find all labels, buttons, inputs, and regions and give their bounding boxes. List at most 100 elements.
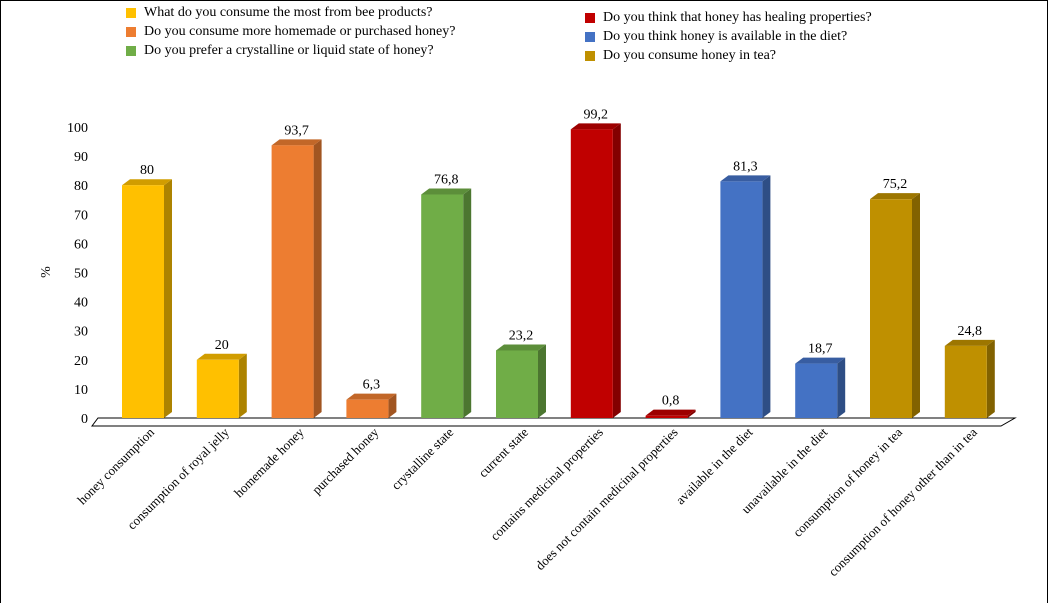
bar-side [687,409,696,418]
value-label: 6,3 [363,378,381,393]
bar [122,179,172,418]
bar-side [986,339,995,418]
bar-front [570,129,613,418]
x-tick-label: crystalline state [388,424,456,492]
bar-front [870,199,912,418]
value-label: 81,3 [733,159,758,174]
y-tick-label: 100 [67,121,88,136]
bar [720,175,771,418]
x-tick-label: does not contain medicinal properties [532,425,680,573]
y-tick-label: 70 [74,208,88,223]
legend-label: Do you consume more homemade or purchase… [144,24,456,39]
y-tick-label: 90 [74,150,88,165]
legend-label: Do you prefer a crystalline or liquid st… [144,43,434,58]
y-tick-label: 20 [74,354,88,369]
x-tick-label: available in the diet [673,424,756,507]
bar-top [795,357,846,364]
y-tick-label: 30 [74,325,88,340]
y-tick-label: 60 [74,237,88,252]
x-tick-label: homemade honey [231,424,307,500]
value-label: 76,8 [434,173,459,188]
legend-swatch [585,32,595,42]
y-tick-label: 10 [74,383,88,398]
value-labels: 80 20 93,7 6,3 76,8 23,2 99,2 0,8 81,3 18,7 75,2 24… [140,107,982,408]
bar [496,344,546,418]
bars [122,123,995,418]
legend-item-available-diet: Do you think honey is available in the d… [585,29,847,45]
legend-swatch [126,8,136,18]
legend-item-homemade-purchased: Do you consume more homemade or purchase… [126,24,455,40]
bar-top [346,393,397,400]
value-label: 23,2 [509,328,534,343]
legend-label: Do you think that honey has healing prop… [603,10,872,25]
value-label: 80 [140,163,154,178]
bar-side [313,139,322,418]
legend-item-crystalline-liquid: Do you prefer a crystalline or liquid st… [126,43,434,59]
bar-top [944,339,995,346]
bar-top [645,409,696,416]
bar [870,193,920,418]
bar-front [122,185,164,418]
value-label: 20 [215,338,229,353]
bar-side [388,393,397,418]
y-tick-label: 80 [74,179,88,194]
x-tick-label: current state [475,424,531,480]
bar-front [795,363,838,418]
bar [196,353,247,418]
legend-swatch [126,27,136,37]
legend: What do you consume the most from bee pr… [0,0,1048,110]
legend-swatch [585,13,595,23]
bar-front [496,350,538,418]
bar-side [837,357,846,418]
chart-floor [91,417,1017,427]
y-tick-label: 0 [81,412,88,427]
legend-label: What do you consume the most from bee pr… [144,5,433,20]
value-label: 24,8 [958,324,983,339]
bar [795,357,846,418]
bar-top [496,344,546,351]
bar-top [122,179,172,186]
x-tick-label: consumption of honey other than in tea [825,424,980,579]
bar-front [720,181,763,418]
bar [346,393,397,418]
x-tick-label: honey consumption [74,424,157,507]
bar-top [720,175,771,182]
bar-front [421,194,464,418]
legend-item-bee-products: What do you consume the most from bee pr… [126,5,432,21]
bar-side [612,123,621,418]
legend-item-healing-properties: Do you think that honey has healing prop… [585,10,872,26]
bar-top [196,353,247,360]
bar-side [912,193,920,418]
y-axis-label: % [39,266,54,278]
bar-front [944,345,987,418]
value-label: 75,2 [883,177,908,192]
bar-side [538,344,546,418]
y-tick-label: 50 [74,267,88,282]
legend-item-honey-tea: Do you consume honey in tea? [585,48,776,64]
legend-swatch [126,46,136,56]
bar [944,339,995,418]
bar-top [870,193,920,200]
bar-front [196,359,239,418]
bar-side [164,179,172,418]
bar-front [645,415,688,418]
value-label: 93,7 [284,123,309,138]
value-label: 0,8 [662,394,680,409]
value-label: 18,7 [808,342,833,357]
bar-side [463,188,472,418]
bar [645,409,696,418]
bar-top [421,188,472,195]
bar-top [570,123,621,130]
bar-side [762,175,771,418]
y-tick-label: 40 [74,296,88,311]
bar [271,139,322,418]
bar [570,123,621,418]
bar-front [271,145,314,418]
x-tick-label: purchased honey [309,424,382,497]
bar-side [238,353,247,418]
y-axis-ticks: 0 10 20 30 40 50 60 70 80 90 100 [67,121,88,427]
legend-label: Do you consume honey in tea? [603,48,777,63]
legend-label: Do you think honey is available in the d… [603,29,848,44]
